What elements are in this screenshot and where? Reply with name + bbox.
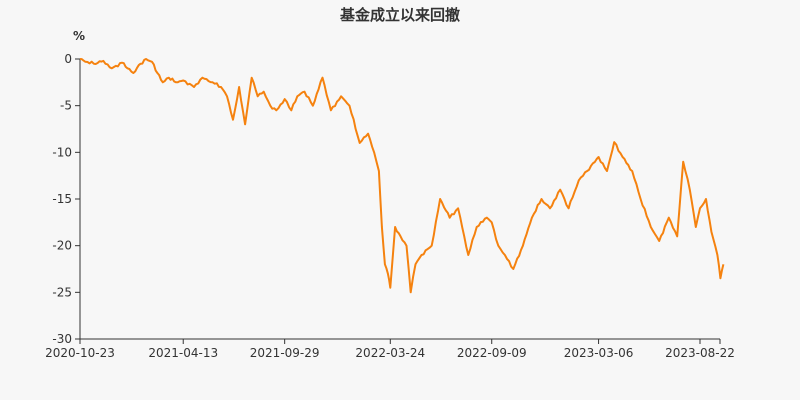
y-tick-label: 0 [64, 52, 72, 66]
y-tick-label: -15 [52, 192, 72, 206]
x-tick-label: 2022-09-09 [457, 346, 527, 360]
x-ticks: 2020-10-23 2021-04-13 2021-09-29 2022-03-24… [45, 339, 735, 360]
drawdown-series-line [79, 58, 725, 294]
y-axis-unit-label: % [73, 29, 86, 43]
y-tick-label: -10 [52, 145, 72, 159]
chart-title: 基金成立以来回撤 [339, 6, 460, 24]
y-ticks: 0 -5 -10 -15 -20 -25 -30 [52, 52, 80, 346]
x-tick-label: 2023-08-22 [665, 346, 735, 360]
x-tick-label: 2023-03-06 [564, 346, 634, 360]
x-tick-label: 2021-09-29 [250, 346, 320, 360]
x-tick-label: 2021-04-13 [148, 346, 218, 360]
y-tick-label: -30 [52, 332, 72, 346]
y-tick-label: -20 [52, 239, 72, 253]
y-tick-label: -25 [52, 285, 72, 299]
x-tick-label: 2022-03-24 [355, 346, 425, 360]
y-tick-label: -5 [60, 99, 72, 113]
x-tick-label: 2020-10-23 [45, 346, 115, 360]
